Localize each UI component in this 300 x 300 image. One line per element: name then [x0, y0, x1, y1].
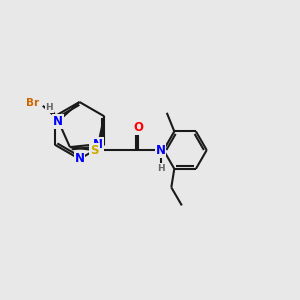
Text: N: N	[74, 152, 85, 166]
Text: Br: Br	[26, 98, 39, 108]
Text: H: H	[46, 103, 53, 112]
Text: N: N	[93, 138, 103, 151]
Text: N: N	[155, 144, 166, 157]
Text: S: S	[90, 144, 99, 157]
Text: O: O	[133, 121, 143, 134]
Text: N: N	[53, 115, 63, 128]
Text: H: H	[157, 164, 164, 173]
